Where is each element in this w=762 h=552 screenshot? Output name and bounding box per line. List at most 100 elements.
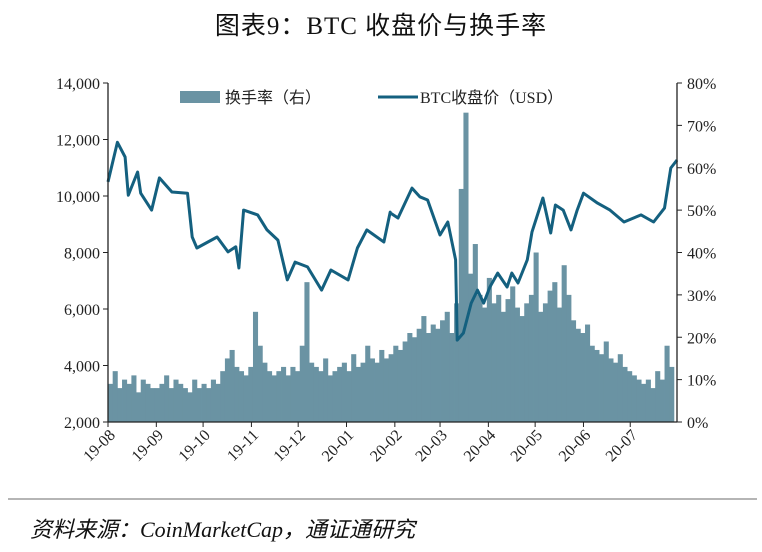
x-tick-label: 20-02 <box>367 427 405 465</box>
turnover-bar <box>238 371 245 422</box>
left-tick-label: 6,000 <box>64 302 100 319</box>
turnover-bar <box>393 345 399 422</box>
turnover-bar <box>164 375 170 422</box>
right-tick-label: 40% <box>687 246 716 263</box>
turnover-bar <box>108 383 114 422</box>
turnover-bar <box>542 303 549 422</box>
turnover-bar <box>631 375 637 422</box>
left-tick-label: 10,000 <box>56 189 100 206</box>
turnover-bar <box>416 328 422 422</box>
turnover-bar <box>468 273 474 422</box>
turnover-bar <box>636 379 642 422</box>
right-tick-label: 50% <box>687 203 716 220</box>
turnover-bar <box>528 294 534 422</box>
axes: 2,000 4,000 6,000 8,000 10,000 12,000 14,000 0%… <box>56 76 716 465</box>
chart-title: 图表9：BTC 收盘价与换手率 <box>214 13 548 40</box>
turnover-bar <box>122 379 128 422</box>
turnover-bar <box>510 286 516 422</box>
x-tick-label: 19-10 <box>176 427 214 465</box>
turnover-bar <box>243 375 249 422</box>
turnover-bar <box>140 379 146 422</box>
turnover-bar <box>594 349 600 422</box>
turnover-bar <box>645 379 651 422</box>
turnover-bar <box>173 379 179 422</box>
turnover-bar <box>341 362 347 422</box>
turnover-bar <box>178 383 184 422</box>
turnover-bar <box>360 362 366 422</box>
turnover-bar <box>374 362 380 422</box>
turnover-bar <box>182 388 188 422</box>
turnover-bar <box>608 358 614 422</box>
turnover-bar <box>332 371 338 422</box>
turnover-bar <box>323 358 329 422</box>
turnover-bar <box>136 392 142 422</box>
turnover-bar <box>463 112 469 422</box>
turnover-bar <box>524 303 530 422</box>
turnover-bar <box>187 392 193 422</box>
turnover-bar <box>267 371 273 422</box>
turnover-bar <box>533 252 539 422</box>
turnover-bar <box>491 303 497 422</box>
turnover-bar <box>402 341 408 422</box>
x-tick-label: 20-01 <box>319 427 357 465</box>
left-tick-label: 8,000 <box>64 246 100 263</box>
turnover-bar <box>271 375 277 422</box>
turnover-bar <box>585 324 591 422</box>
turnover-bar <box>117 388 123 422</box>
turnover-bar <box>659 379 665 422</box>
turnover-bar <box>486 277 492 422</box>
turnover-bar <box>210 379 216 422</box>
turnover-bar <box>650 388 656 422</box>
turnover-bar <box>379 349 385 422</box>
turnover-bar <box>327 375 333 422</box>
turnover-bar <box>430 324 436 422</box>
turnover-bar <box>575 328 581 422</box>
turnover-bar <box>304 282 310 422</box>
legend-swatch-turnover <box>180 91 220 103</box>
turnover-bar <box>472 244 478 422</box>
right-tick-label: 30% <box>687 288 716 305</box>
turnover-bar <box>411 337 418 422</box>
turnover-bar <box>206 388 212 422</box>
x-tick-label: 19-12 <box>271 427 309 465</box>
turnover-bar <box>215 383 221 422</box>
turnover-bar <box>257 345 263 422</box>
turnover-bar <box>482 307 488 422</box>
turnover-bar <box>309 362 315 422</box>
turnover-bar <box>617 354 623 422</box>
turnover-bar <box>421 316 427 422</box>
right-tick-label: 80% <box>687 76 716 93</box>
turnover-bar <box>159 383 165 422</box>
turnover-bar <box>201 383 207 422</box>
turnover-bar <box>664 345 670 422</box>
turnover-bar <box>449 333 455 422</box>
turnover-bar <box>641 383 647 422</box>
turnover-bar <box>454 303 460 422</box>
source-note: 资料来源：CoinMarketCap，通证通研究 <box>30 517 415 542</box>
turnover-bar <box>150 388 156 422</box>
turnover-bar <box>603 341 609 422</box>
turnover-bar <box>290 366 296 422</box>
turnover-bar <box>500 311 506 422</box>
turnover-bar <box>669 366 675 422</box>
turnover-bar <box>496 294 502 422</box>
left-tick-label: 2,000 <box>64 415 100 432</box>
legend-label-turnover: 换手率（右） <box>225 89 321 107</box>
right-tick-label: 60% <box>687 161 716 178</box>
turnover-bar <box>514 307 520 422</box>
turnover-bar <box>276 371 282 422</box>
turnover-bar <box>318 371 324 422</box>
turnover-bar <box>519 316 525 422</box>
turnover-bar <box>192 379 198 422</box>
turnover-bar <box>126 383 132 422</box>
turnover-bar <box>351 354 357 422</box>
turnover-bar <box>295 371 301 422</box>
turnover-bar <box>613 362 619 422</box>
turnover-bar <box>505 299 511 422</box>
turnover-bar <box>589 345 595 422</box>
turnover-bar <box>262 362 268 422</box>
turnover-bar <box>552 282 558 422</box>
x-tick-label: 19-08 <box>80 427 118 465</box>
right-tick-label: 0% <box>687 415 708 432</box>
